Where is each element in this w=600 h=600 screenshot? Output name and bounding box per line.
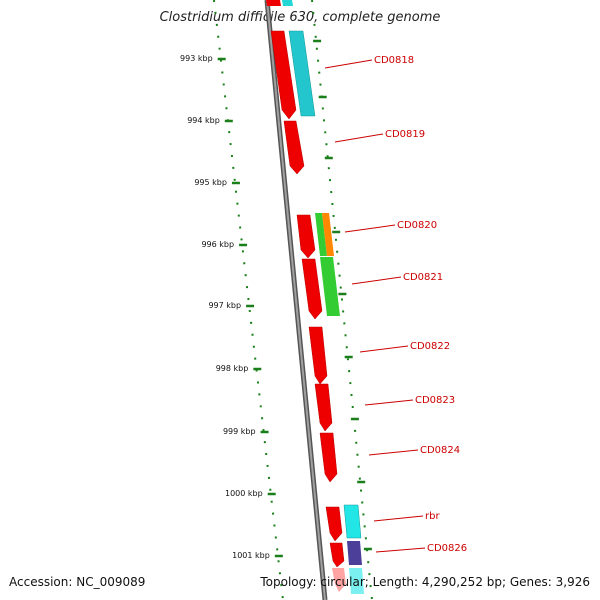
gene-arrow-cd0820-green <box>315 213 327 256</box>
scale-tick-label: 1001 kbp <box>232 551 270 560</box>
gene-arrow-cd0826-purple <box>347 541 362 565</box>
map-title: Clostridium difficile 630, complete geno… <box>159 10 441 25</box>
gene-label-leader <box>351 276 402 285</box>
gene-label-leader <box>364 399 414 406</box>
gene-label-leader <box>324 59 373 69</box>
gene-label: CD0822 <box>410 341 450 352</box>
gene-arrow-partial-bottom-cyan <box>349 568 364 594</box>
gene-features <box>266 0 364 594</box>
scale-tick-label: 993 kbp <box>180 54 213 63</box>
accession-text: Accession: NC_009089 <box>9 575 146 589</box>
gene-arrow-rbr-cyan <box>343 504 362 539</box>
gene-arrow-cd0818 <box>270 30 297 120</box>
gene-label: CD0824 <box>420 445 460 456</box>
gene-label: CD0819 <box>385 129 425 140</box>
gene-label: CD0818 <box>374 55 414 66</box>
gene-label: rbr <box>425 511 440 522</box>
gene-arrow-partial-bottom <box>332 568 346 592</box>
scale-tick-label: 995 kbp <box>194 178 227 187</box>
gene-label-leader <box>375 547 426 553</box>
gene-arrow-cd0820-orange <box>322 213 334 256</box>
gene-arrow-cd0821-green <box>320 257 340 316</box>
track-ticks <box>313 39 372 551</box>
gene-labels: CD0818 CD0819 CD0820 CD0821 CD0822 CD0823 CD08… <box>324 55 467 554</box>
gene-label: CD0821 <box>403 272 443 283</box>
gene-arrow-cd0818-cyan <box>288 30 316 117</box>
gene-label-leader <box>368 449 419 456</box>
scale-tick-label: 998 kbp <box>216 364 249 373</box>
gene-arrow-partial-top <box>266 0 281 6</box>
gene-arrow-cd0822 <box>308 326 328 385</box>
gene-arrow-cd0821 <box>301 258 323 320</box>
gene-label: CD0823 <box>415 395 455 406</box>
gene-arrow-partial-top-cyan <box>282 0 293 6</box>
gene-label-leader <box>344 224 396 233</box>
gene-label: CD0826 <box>427 543 467 554</box>
gene-label-leader <box>359 345 409 353</box>
scale-tick-label: 999 kbp <box>223 427 256 436</box>
gene-label-leader <box>334 133 384 143</box>
right-track-dots <box>311 0 373 600</box>
gene-arrow-cd0823 <box>314 383 333 432</box>
scale-tick-label: 996 kbp <box>201 240 234 249</box>
genome-summary-text: Topology: circular; Length: 4,290,252 bp… <box>260 575 590 589</box>
scale-tick-label: 994 kbp <box>187 116 220 125</box>
scale-tick-label: 1000 kbp <box>225 489 263 498</box>
scale-tick-label: 997 kbp <box>208 301 241 310</box>
gene-arrow-cd0826 <box>329 542 345 568</box>
gene-label-leader <box>373 515 424 522</box>
gene-label: CD0820 <box>397 220 437 231</box>
gene-arrow-cd0824 <box>319 432 338 483</box>
gene-arrow-cd0820 <box>296 214 316 259</box>
gene-arrow-rbr <box>325 506 343 542</box>
left-scale-dots <box>213 0 284 600</box>
scale-ticks: 993 kbp 994 kbp 995 kbp 996 kbp 997 kbp 998 k… <box>180 54 283 560</box>
gene-arrow-cd0819 <box>283 120 305 175</box>
genome-backbone-highlight <box>266 0 326 600</box>
